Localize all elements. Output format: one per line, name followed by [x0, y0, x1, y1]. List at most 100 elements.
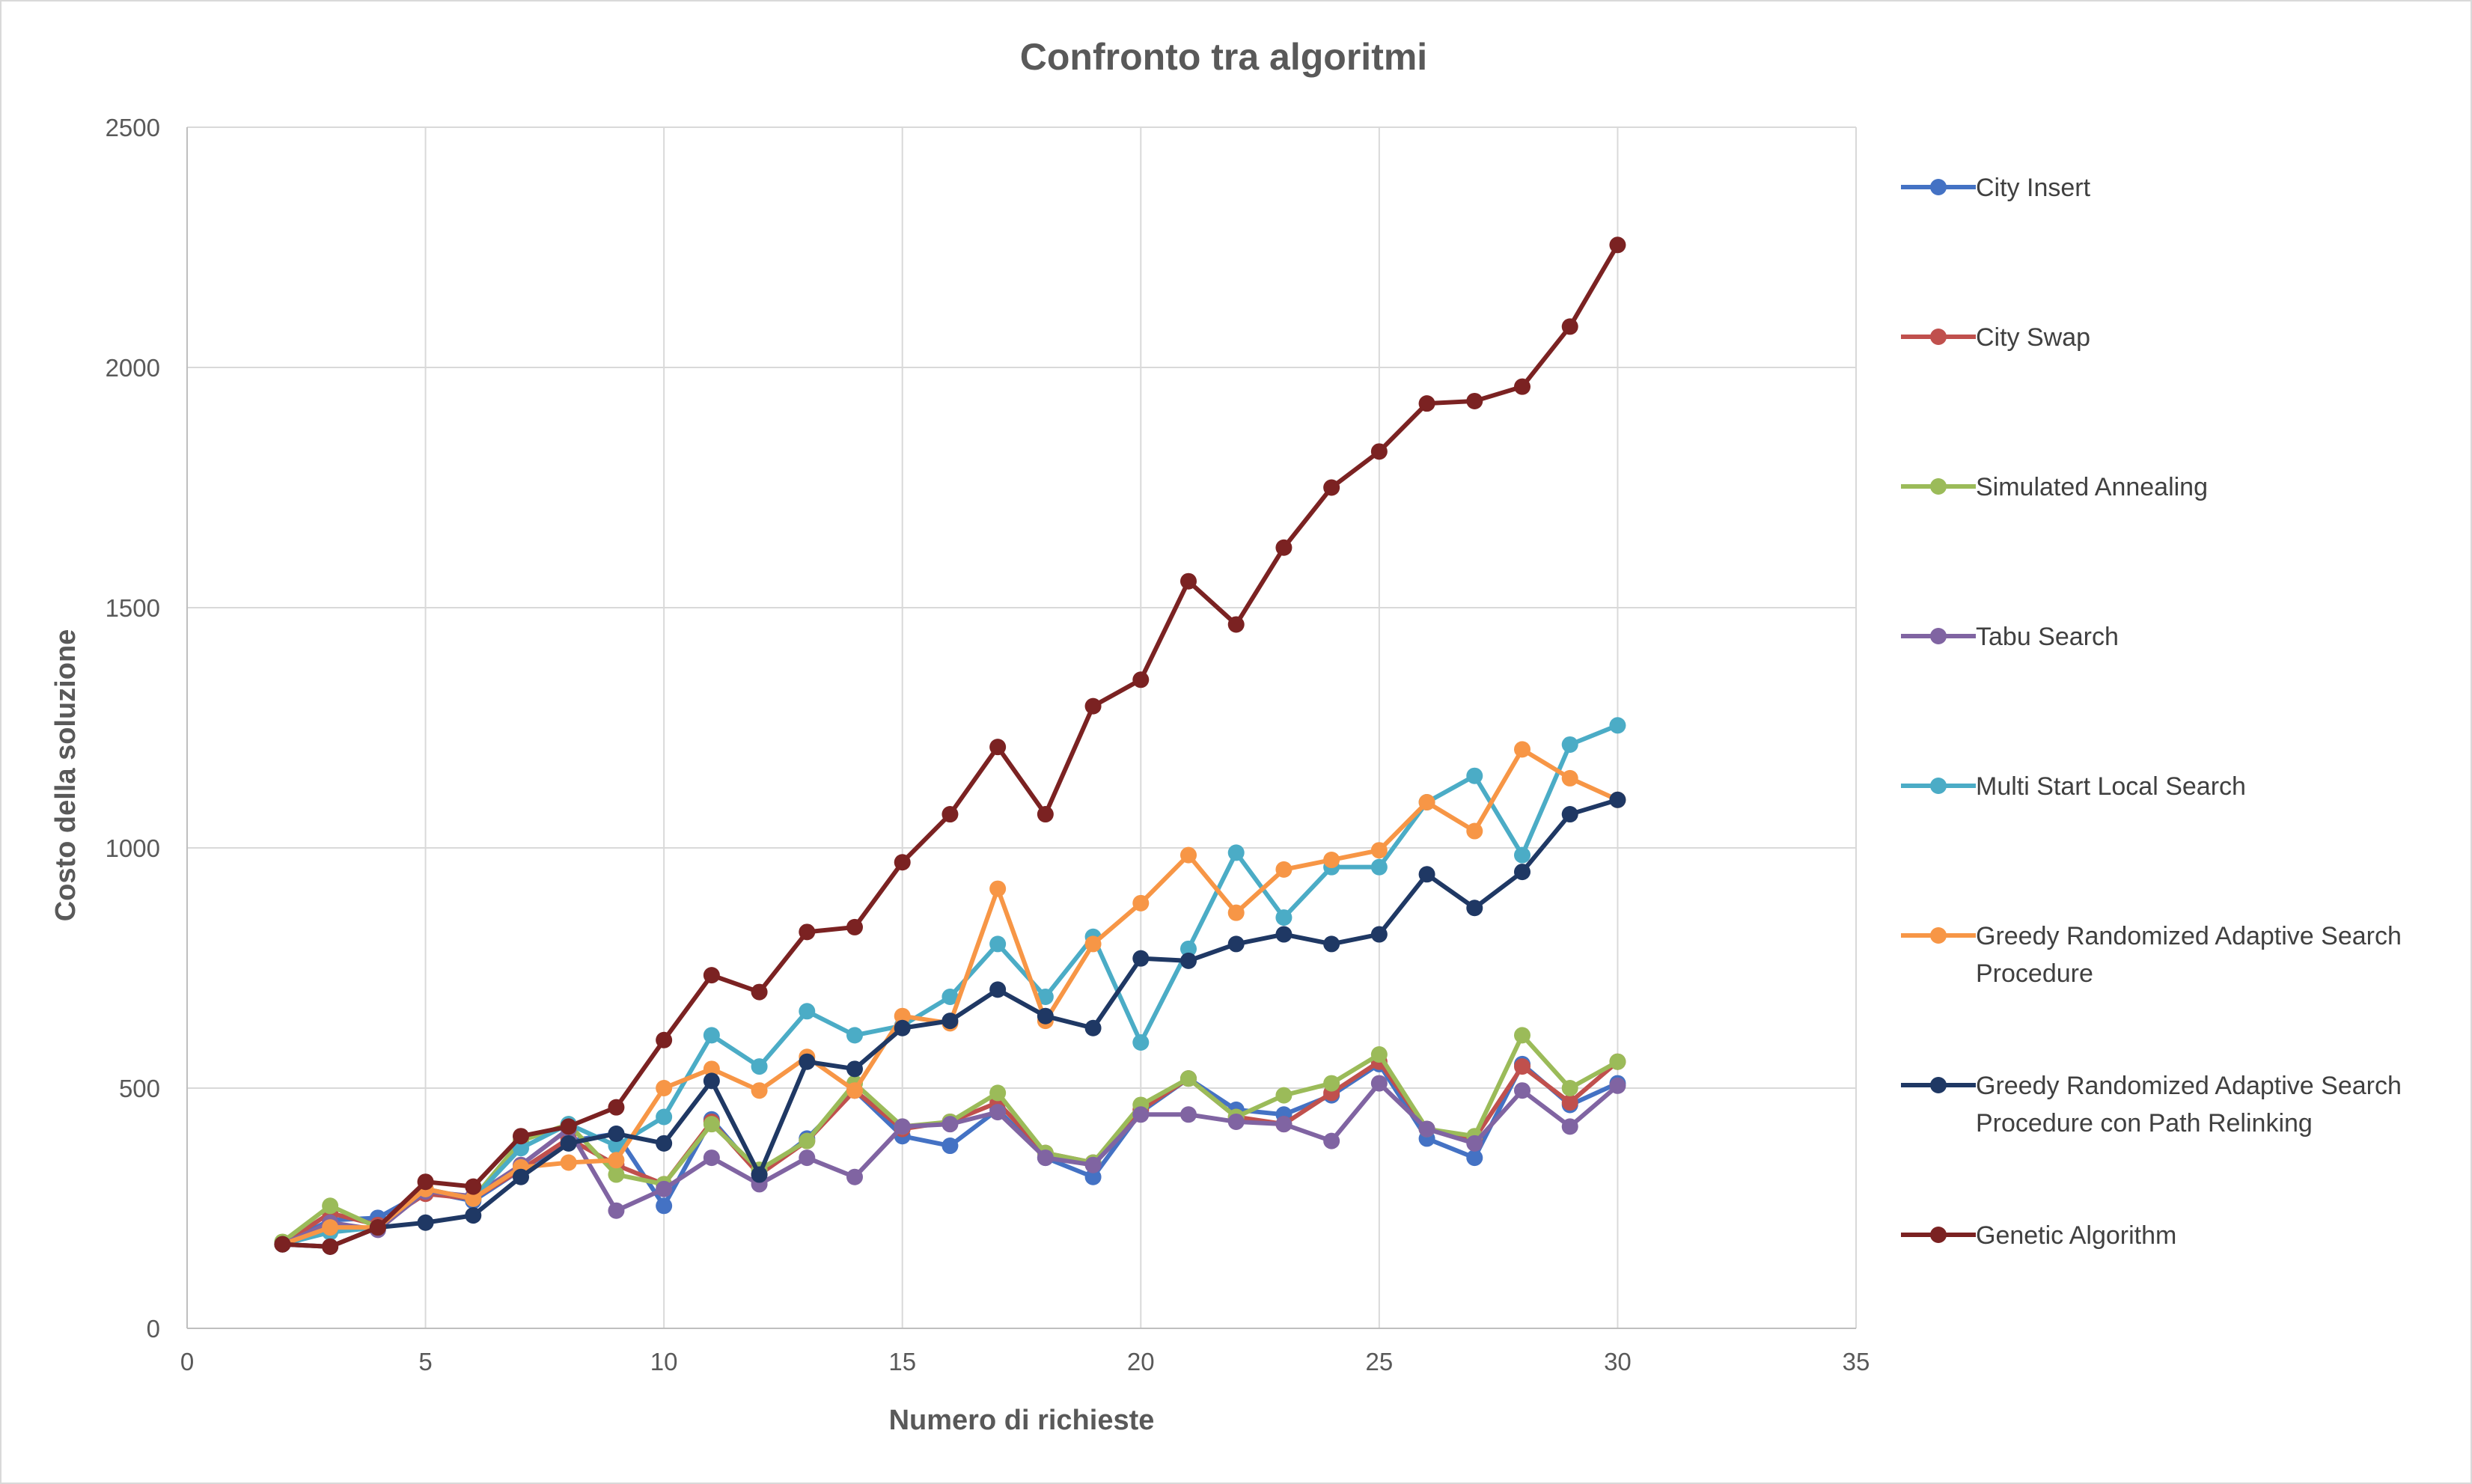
data-point: [1180, 846, 1197, 864]
data-point: [989, 981, 1007, 998]
data-point: [1514, 1027, 1530, 1044]
data-point: [799, 1053, 816, 1070]
series-8: [274, 236, 1626, 1255]
data-point: [1180, 1070, 1197, 1087]
data-point: [1514, 864, 1530, 881]
legend-item: Genetic Algorithm: [1901, 1221, 2176, 1250]
data-point: [799, 1149, 816, 1167]
data-point: [1418, 794, 1435, 811]
data-point: [465, 1178, 482, 1195]
data-point: [322, 1197, 339, 1215]
data-point: [1227, 844, 1245, 861]
legend-swatch-marker: [1930, 927, 1947, 944]
data-point: [1370, 842, 1388, 859]
data-point: [846, 1027, 863, 1044]
data-point: [703, 1116, 720, 1133]
x-axis-title: Numero di richieste: [889, 1405, 1155, 1436]
data-point: [513, 1128, 529, 1145]
data-point: [846, 1168, 863, 1185]
data-point: [799, 923, 816, 941]
data-point: [417, 1173, 434, 1191]
data-point: [942, 1013, 959, 1030]
data-point: [1132, 1034, 1150, 1051]
data-point: [1514, 378, 1530, 395]
data-point: [894, 1118, 911, 1135]
data-point: [656, 1031, 673, 1048]
legend-item: City Insert: [1901, 174, 2091, 202]
data-point: [1514, 1058, 1530, 1075]
data-point: [1609, 717, 1626, 734]
data-point: [608, 1152, 625, 1169]
data-point: [942, 989, 959, 1006]
data-point: [322, 1219, 339, 1236]
data-point: [1561, 806, 1578, 823]
data-point: [1466, 1149, 1483, 1167]
data-point: [1609, 1053, 1626, 1070]
legend-label: Greedy Randomized Adaptive Search Procedu…: [1976, 1072, 2402, 1138]
data-point: [1609, 236, 1626, 254]
data-point: [1323, 935, 1340, 953]
data-point: [1418, 395, 1435, 412]
data-point: [560, 1118, 577, 1135]
data-point: [1180, 1106, 1197, 1123]
data-point: [656, 1197, 673, 1215]
data-point: [1037, 806, 1054, 823]
data-point: [1323, 1075, 1340, 1092]
data-point: [656, 1135, 673, 1152]
data-point: [1084, 1156, 1102, 1173]
data-point: [274, 1236, 291, 1253]
data-point: [942, 806, 959, 823]
data-point: [703, 1027, 720, 1044]
x-tick-label: 15: [888, 1348, 916, 1375]
legend-swatch-marker: [1930, 628, 1947, 644]
data-point: [1514, 1082, 1530, 1099]
data-point: [1561, 1080, 1578, 1096]
legend-label: Tabu Search: [1976, 623, 2119, 651]
data-point: [369, 1219, 386, 1236]
series-layer: [274, 236, 1626, 1255]
data-point: [1275, 926, 1293, 943]
y-tick-label: 0: [147, 1315, 160, 1343]
data-point: [1132, 950, 1150, 967]
data-point: [703, 1149, 720, 1167]
data-point: [608, 1125, 625, 1142]
data-point: [608, 1202, 625, 1219]
data-point: [1180, 572, 1197, 590]
data-point: [1323, 1132, 1340, 1149]
data-point: [989, 880, 1007, 897]
data-point: [417, 1214, 434, 1231]
data-point: [1609, 1077, 1626, 1094]
data-point: [894, 1007, 911, 1025]
x-tick-label: 25: [1365, 1348, 1393, 1375]
data-point: [989, 1104, 1007, 1121]
y-tick-label: 1000: [106, 834, 160, 862]
data-point: [608, 1166, 625, 1183]
data-point: [1275, 1116, 1293, 1133]
legend-item: Simulated Annealing: [1901, 473, 2208, 501]
data-point: [989, 1084, 1007, 1102]
data-point: [1466, 767, 1483, 784]
data-point: [513, 1168, 529, 1185]
data-point: [1180, 952, 1197, 969]
x-tick-label: 30: [1604, 1348, 1632, 1375]
y-axis-title: Costo della soluzione: [50, 629, 82, 922]
data-point: [1370, 926, 1388, 943]
data-point: [656, 1180, 673, 1197]
data-point: [465, 1190, 482, 1207]
data-point: [1370, 858, 1388, 876]
data-point: [1275, 861, 1293, 878]
y-tick-label: 500: [119, 1075, 160, 1102]
data-point: [751, 1166, 768, 1183]
legend-label: Simulated Annealing: [1976, 473, 2208, 501]
y-tick-label: 2000: [106, 354, 160, 382]
data-point: [1466, 822, 1483, 840]
data-point: [1561, 769, 1578, 787]
data-point: [894, 1019, 911, 1036]
data-point: [751, 1058, 768, 1075]
data-point: [703, 967, 720, 984]
data-point: [1227, 616, 1245, 633]
data-point: [1466, 392, 1483, 409]
data-point: [1132, 671, 1150, 688]
data-point: [1609, 791, 1626, 808]
data-point: [608, 1099, 625, 1116]
